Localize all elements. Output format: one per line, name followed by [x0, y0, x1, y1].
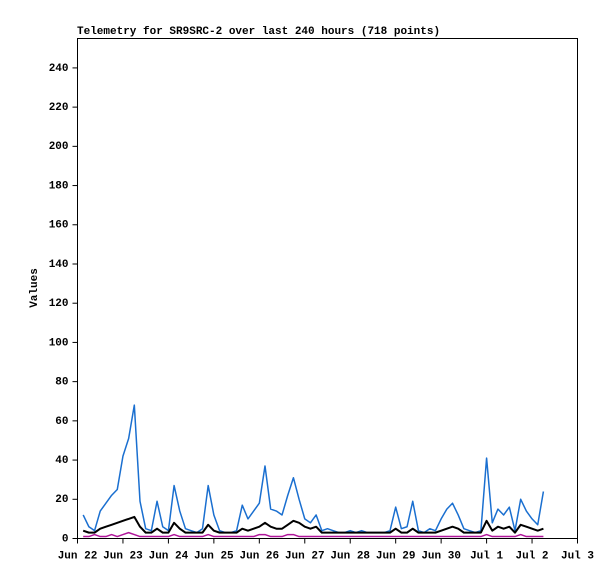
y-tick-label: 0: [62, 533, 69, 545]
y-tick-label: 100: [49, 337, 69, 349]
y-tick-label: 200: [49, 141, 69, 153]
y-axis-label: Values: [29, 268, 41, 308]
x-tick-label: Jun 27: [285, 550, 325, 562]
y-tick-label: 140: [49, 259, 69, 271]
x-tick-label: Jun 30: [421, 550, 461, 562]
y-tick-label: 120: [49, 298, 69, 310]
x-tick-label: Jun 22: [58, 550, 98, 562]
series-line: [83, 531, 544, 538]
x-tick-label: Jul 1: [470, 550, 503, 562]
plot-frame: [77, 38, 578, 539]
x-tick-label: Jun 24: [149, 550, 189, 562]
y-tick-label: 180: [49, 180, 69, 192]
x-tick-label: Jun 28: [330, 550, 370, 562]
series-line: [82, 515, 544, 534]
x-tick-label: Jun 26: [240, 550, 280, 562]
y-tick-label: 160: [49, 220, 69, 232]
y-tick-label: 40: [55, 455, 68, 467]
series-line: [82, 404, 545, 534]
x-tick-label: Jul 2: [516, 550, 549, 562]
y-tick-label: 20: [55, 494, 68, 506]
x-tick-label: Jun 29: [376, 550, 416, 562]
y-tick-label: 220: [49, 102, 69, 114]
x-tick-label: Jul 3: [561, 550, 594, 562]
x-tick-label: Jun 25: [194, 550, 234, 562]
chart-title: Telemetry for SR9SRC-2 over last 240 hou…: [77, 26, 440, 38]
y-tick-label: 80: [55, 377, 68, 389]
y-tick-label: 60: [55, 416, 68, 428]
x-tick-label: Jun 23: [103, 550, 143, 562]
y-tick-label: 240: [49, 63, 69, 75]
